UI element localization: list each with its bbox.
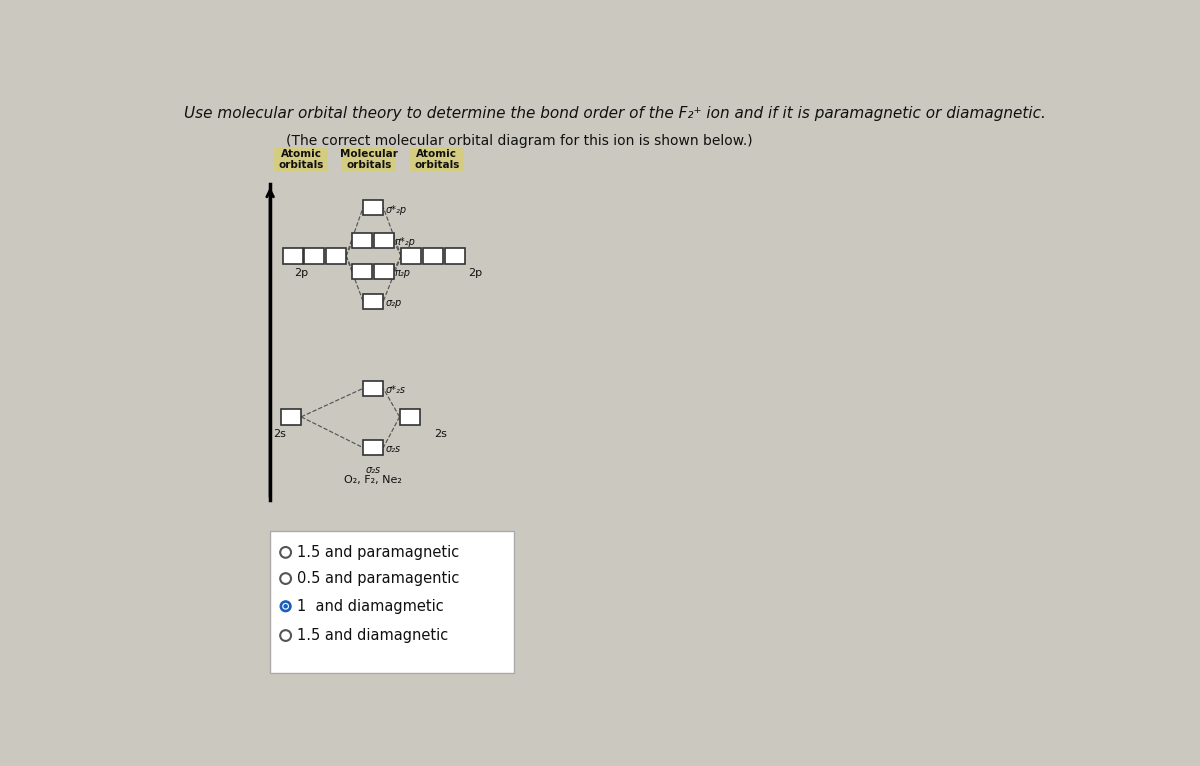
Text: 1.5 and diamagnetic: 1.5 and diamagnetic (298, 628, 449, 643)
Text: O₂, F₂, Ne₂: O₂, F₂, Ne₂ (344, 476, 402, 486)
Text: σ*₂p: σ*₂p (385, 205, 407, 214)
FancyBboxPatch shape (409, 148, 464, 172)
Text: σ₂p: σ₂p (385, 298, 402, 308)
Bar (281, 409, 301, 424)
FancyBboxPatch shape (270, 531, 515, 673)
Text: π*₂p: π*₂p (395, 237, 415, 247)
Text: σ₂s: σ₂s (366, 465, 380, 475)
Text: Use molecular orbital theory to determine the bond order of the F₂⁺ ion and if i: Use molecular orbital theory to determin… (184, 106, 1046, 121)
Text: 2s: 2s (274, 429, 287, 439)
Circle shape (284, 604, 287, 607)
Bar (326, 248, 346, 264)
Bar (444, 248, 464, 264)
FancyBboxPatch shape (274, 148, 329, 172)
Bar (374, 233, 394, 248)
Text: π₂p: π₂p (395, 268, 410, 278)
Text: 2s: 2s (434, 429, 448, 439)
Text: 2p: 2p (294, 268, 308, 278)
Text: 2p: 2p (468, 268, 482, 278)
Bar (374, 264, 394, 279)
Bar (401, 248, 421, 264)
Text: Atomic
orbitals: Atomic orbitals (414, 149, 460, 171)
Bar (364, 381, 383, 396)
Text: σ₂s: σ₂s (385, 444, 401, 454)
Bar (353, 233, 372, 248)
Bar (353, 264, 372, 279)
Text: Molecular
orbitals: Molecular orbitals (341, 149, 398, 171)
Bar (364, 293, 383, 309)
Text: Atomic
orbitals: Atomic orbitals (278, 149, 324, 171)
Bar (364, 200, 383, 215)
Text: 1.5 and paramagnetic: 1.5 and paramagnetic (298, 545, 460, 560)
Bar (400, 409, 420, 424)
Bar (422, 248, 443, 264)
Text: (The correct molecular orbital diagram for this ion is shown below.): (The correct molecular orbital diagram f… (286, 134, 752, 149)
Circle shape (281, 601, 292, 612)
Circle shape (283, 604, 288, 609)
Text: 1  and diamagmetic: 1 and diamagmetic (298, 599, 444, 614)
Bar (364, 440, 383, 455)
Text: σ*₂s: σ*₂s (385, 385, 406, 395)
FancyBboxPatch shape (342, 148, 396, 172)
Bar (305, 248, 324, 264)
Text: 0.5 and paramagentic: 0.5 and paramagentic (298, 571, 460, 586)
Bar (282, 248, 302, 264)
